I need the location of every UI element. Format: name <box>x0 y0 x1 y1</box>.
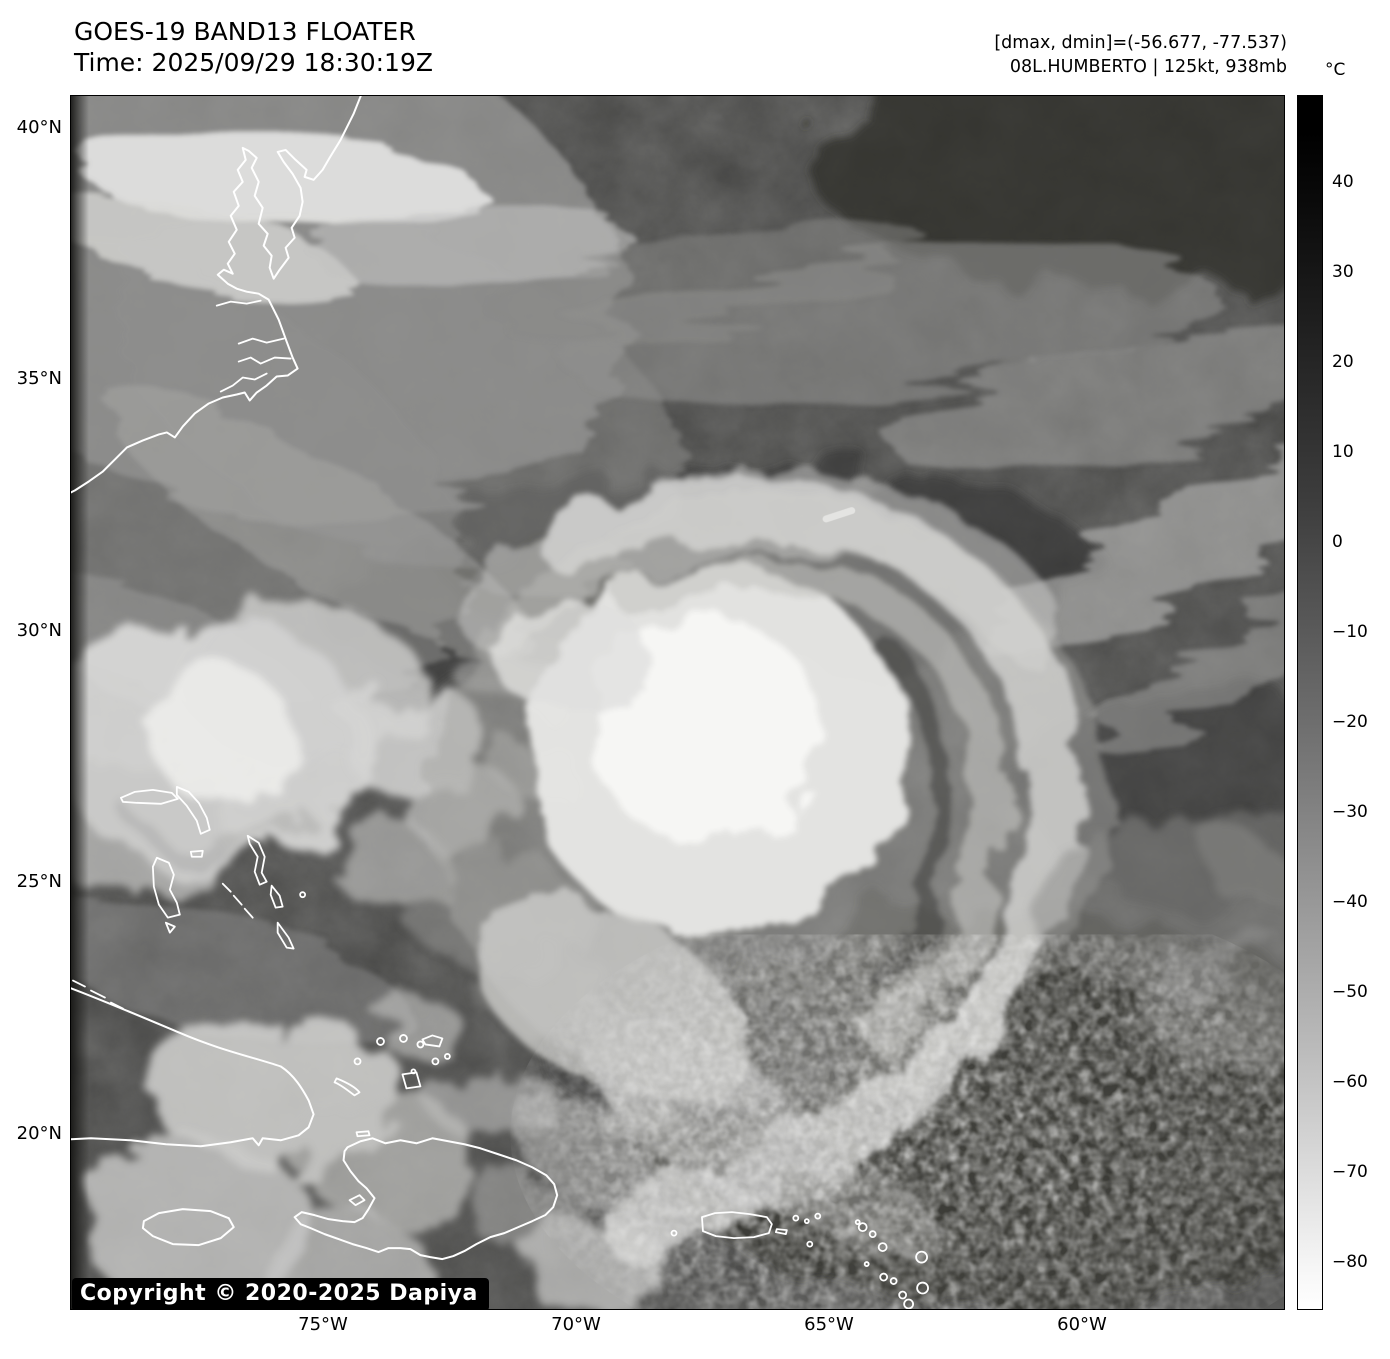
time-label: Time: 2025/09/29 18:30:19Z <box>74 48 433 77</box>
coastline-carolina-sounds <box>215 299 292 393</box>
coastlines <box>71 96 929 1309</box>
lat-tick-label-40n: 40°N <box>16 117 62 138</box>
colorbar-tick-m30: −30 <box>1332 802 1368 822</box>
dmax-dmin-label: [dmax, dmin]=(-56.677, -77.537) <box>994 33 1287 53</box>
colorbar-tick-m70: −70 <box>1332 1162 1368 1182</box>
annotation-block: [dmax, dmin]=(-56.677, -77.537) 08L.HUMB… <box>994 31 1287 79</box>
colorbar-tick-m60: −60 <box>1332 1072 1368 1092</box>
colorbar-tick-m40: −40 <box>1332 892 1368 912</box>
coastline-bahamas <box>120 785 451 1097</box>
colorbar-tick-m50: −50 <box>1332 982 1368 1002</box>
satellite-image <box>71 96 1284 1309</box>
colorbar-tick-0: 0 <box>1332 532 1343 552</box>
scan-edge-shadow <box>71 96 89 1309</box>
colorbar-tick-m20: −20 <box>1332 712 1368 732</box>
colorbar-tick-m10: −10 <box>1332 622 1368 642</box>
colorbar <box>1297 95 1323 1310</box>
title-block: GOES-19 BAND13 FLOATER Time: 2025/09/29 … <box>74 16 433 78</box>
lon-tick-label-70w: 70°W <box>551 1314 601 1335</box>
coastline-cuba <box>71 979 315 1148</box>
coastline-hispaniola <box>293 1130 559 1261</box>
lat-tick-label-20n: 20°N <box>16 1123 62 1144</box>
satellite-map: Copyright © 2020-2025 Dapiya <box>70 95 1285 1310</box>
coastline-us-east-coast <box>71 96 362 494</box>
colorbar-tick-20: 20 <box>1332 352 1354 372</box>
colorbar-tick-40: 40 <box>1332 172 1354 192</box>
colorbar-tick-30: 30 <box>1332 262 1354 282</box>
coastline-puerto-rico-antilles <box>670 1211 929 1309</box>
colorbar-unit-label: °C <box>1325 60 1346 80</box>
bright-cloud-filament <box>822 507 856 523</box>
colorbar-tick-m80: −80 <box>1332 1252 1368 1272</box>
cirrus-band-northeast <box>71 213 1284 1053</box>
page-title: GOES-19 BAND13 FLOATER <box>74 17 416 46</box>
colorbar-tick-10: 10 <box>1332 442 1354 462</box>
lon-tick-label-60w: 60°W <box>1057 1314 1107 1335</box>
lat-tick-label-30n: 30°N <box>16 620 62 641</box>
coastline-jamaica <box>141 1208 235 1247</box>
lat-tick-label-35n: 35°N <box>16 368 62 389</box>
lat-tick-label-25n: 25°N <box>16 871 62 892</box>
copyright-badge: Copyright © 2020-2025 Dapiya <box>72 1278 489 1309</box>
lon-tick-label-75w: 75°W <box>298 1314 348 1335</box>
cumulus-speckle-southeast <box>500 934 1284 1309</box>
lon-tick-label-65w: 65°W <box>804 1314 854 1335</box>
storm-info-label: 08L.HUMBERTO | 125kt, 938mb <box>1009 57 1287 77</box>
